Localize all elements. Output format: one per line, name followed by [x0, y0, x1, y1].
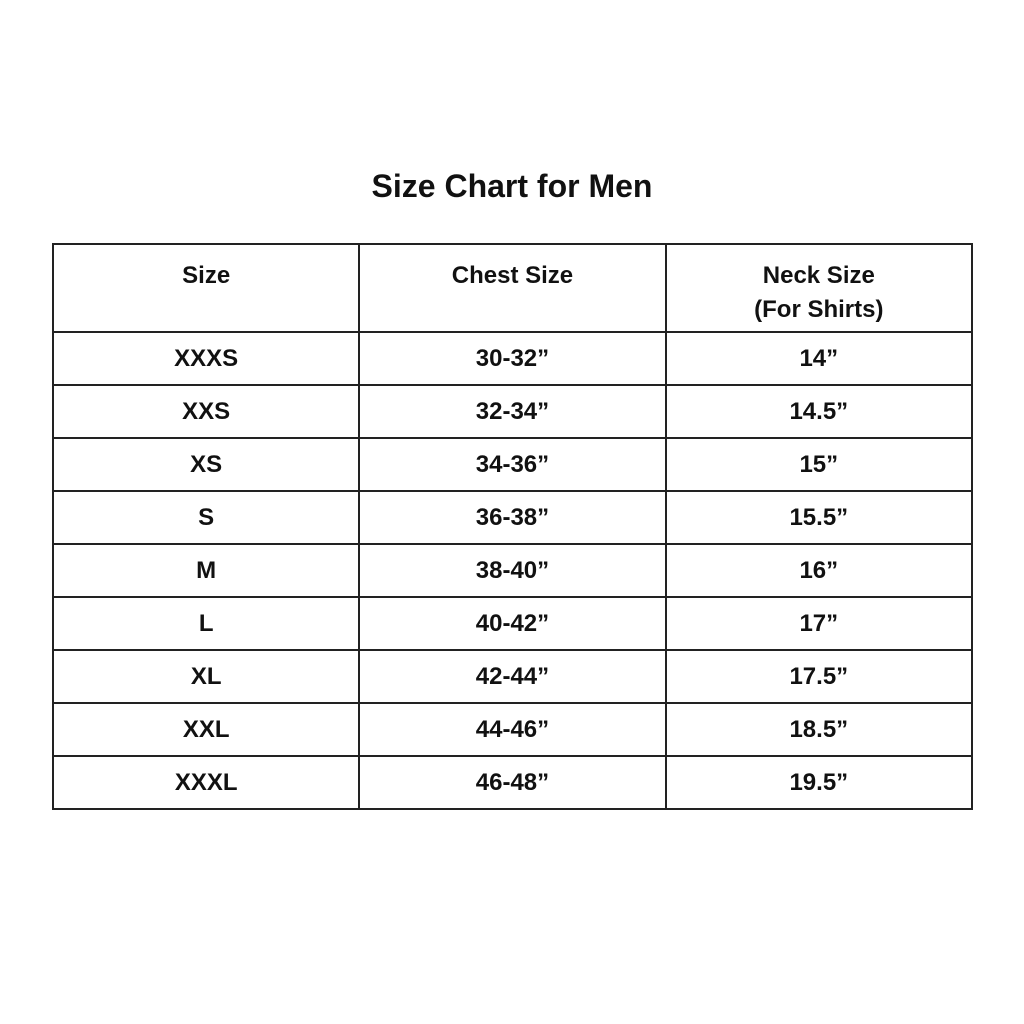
cell-neck: 15.5”	[664, 490, 974, 545]
table-row: S 36-38” 15.5”	[51, 490, 974, 545]
cell-size: XXXL	[51, 755, 361, 810]
cell-chest: 36-38”	[358, 490, 667, 545]
header-neck-sublabel: (For Shirts)	[754, 296, 884, 323]
cell-chest: 32-34”	[358, 384, 667, 439]
cell-chest: 38-40”	[358, 543, 667, 598]
cell-size: XXL	[51, 702, 361, 757]
cell-neck: 15”	[664, 437, 974, 492]
page-title: Size Chart for Men	[371, 168, 653, 204]
cell-chest: 44-46”	[358, 702, 667, 757]
cell-neck: 18.5”	[664, 702, 974, 757]
cell-size: L	[51, 596, 361, 651]
cell-neck: 17.5”	[664, 649, 974, 704]
cell-size: M	[51, 543, 361, 598]
cell-neck: 14.5”	[664, 384, 974, 439]
header-size: Size	[51, 243, 361, 333]
cell-neck: 19.5”	[664, 755, 974, 810]
cell-size: XXS	[51, 384, 361, 439]
cell-chest: 46-48”	[358, 755, 667, 810]
table-row: XXXL 46-48” 19.5”	[51, 755, 974, 810]
table-row: XXXS 30-32” 14”	[51, 331, 974, 386]
cell-neck: 17”	[664, 596, 974, 651]
cell-chest: 40-42”	[358, 596, 667, 651]
cell-chest: 34-36”	[358, 437, 667, 492]
table-row: XL 42-44” 17.5”	[51, 649, 974, 704]
header-neck-label: Neck Size	[762, 262, 875, 289]
table-row: XXS 32-34” 14.5”	[51, 384, 974, 439]
cell-chest: 42-44”	[358, 649, 667, 704]
cell-size: XL	[51, 649, 361, 704]
header-chest-size: Chest Size	[358, 243, 667, 333]
cell-neck: 14”	[664, 331, 974, 386]
header-row: Size Chest Size Neck Size (For Shirts)	[51, 243, 974, 333]
header-neck-size: Neck Size (For Shirts)	[664, 243, 974, 333]
cell-size: S	[51, 490, 361, 545]
cell-size: XXXS	[51, 331, 361, 386]
cell-size: XS	[51, 437, 361, 492]
table-row: L 40-42” 17”	[51, 596, 974, 651]
cell-chest: 30-32”	[358, 331, 667, 386]
size-chart-table: Size Chest Size Neck Size (For Shirts) X…	[51, 243, 974, 810]
cell-neck: 16”	[664, 543, 974, 598]
table-row: M 38-40” 16”	[51, 543, 974, 598]
table-row: XXL 44-46” 18.5”	[51, 702, 974, 757]
table-row: XS 34-36” 15”	[51, 437, 974, 492]
